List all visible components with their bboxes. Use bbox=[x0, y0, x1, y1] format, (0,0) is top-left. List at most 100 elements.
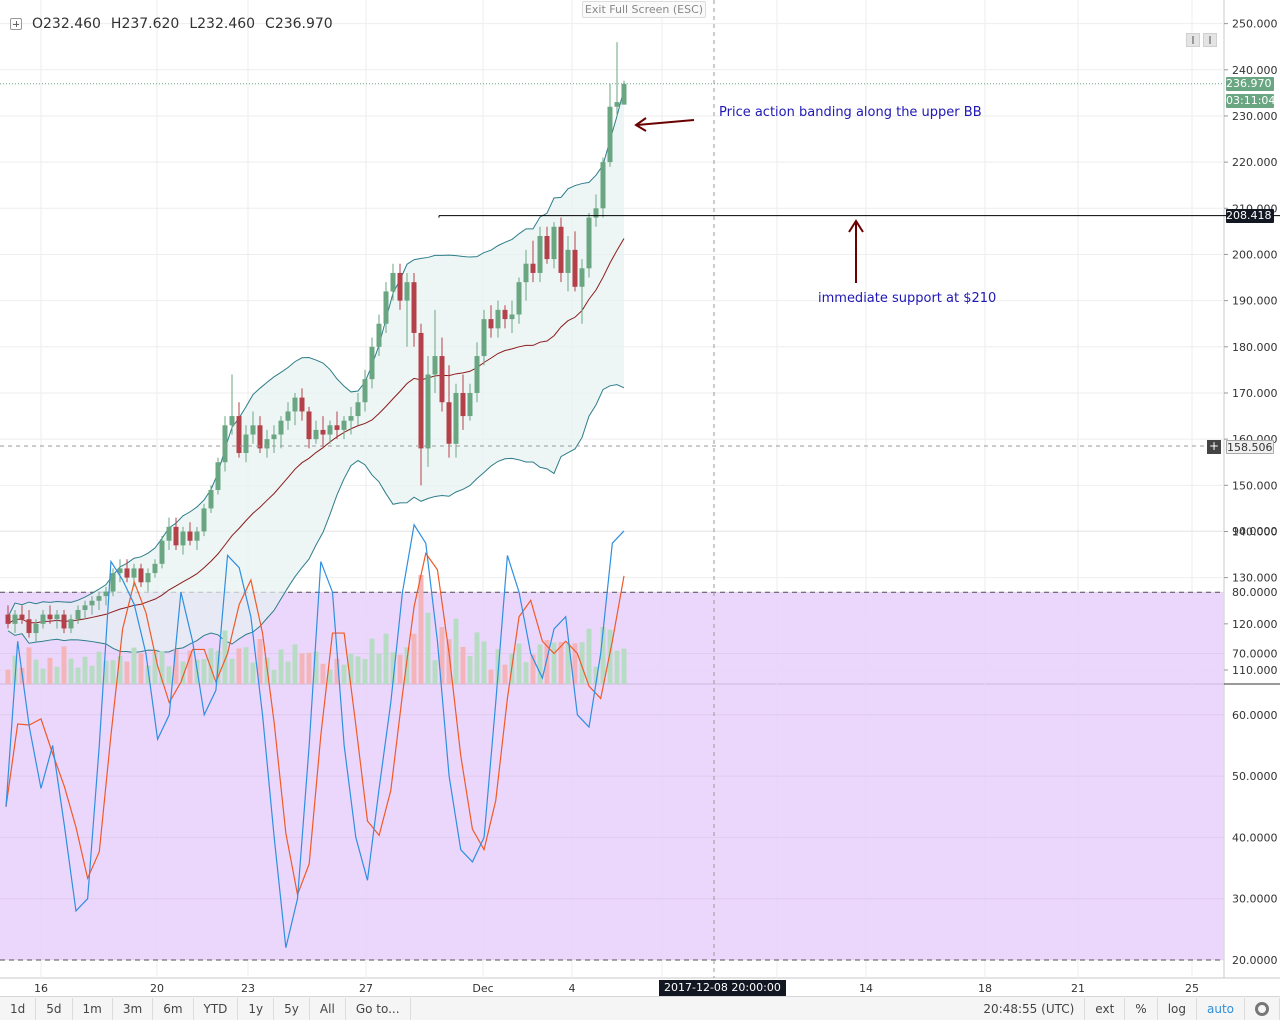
annotation-support[interactable]: immediate support at $210 bbox=[818, 291, 997, 306]
range-6m-button[interactable]: 6m bbox=[153, 997, 194, 1020]
osc-tick-label: 60.0000 bbox=[1232, 709, 1278, 722]
add-plus-icon[interactable]: + bbox=[1207, 439, 1221, 454]
candle-body bbox=[33, 623, 39, 634]
volume-bar bbox=[89, 665, 95, 684]
volume-bar bbox=[40, 668, 46, 684]
volume-bar bbox=[362, 659, 368, 684]
candle-body bbox=[47, 614, 53, 620]
candle-body bbox=[544, 236, 550, 260]
volume-bar bbox=[96, 651, 102, 684]
time-tick-label: 4 bbox=[569, 982, 576, 995]
volume-bar bbox=[474, 632, 480, 684]
auto-button[interactable]: auto bbox=[1197, 997, 1245, 1020]
range-all-button[interactable]: All bbox=[310, 997, 346, 1020]
time-tick-label: 21 bbox=[1071, 982, 1085, 995]
utc-clock: 20:48:55 (UTC) bbox=[973, 997, 1086, 1020]
price-tick-label: 120.000 bbox=[1232, 618, 1278, 631]
volume-bar bbox=[12, 655, 18, 684]
candle-body bbox=[145, 573, 151, 583]
volume-bar bbox=[369, 638, 375, 684]
volume-bar bbox=[355, 656, 361, 684]
candle-body bbox=[383, 291, 389, 324]
candle-body bbox=[208, 489, 214, 509]
time-tick-label: 20 bbox=[150, 982, 164, 995]
candle-body bbox=[607, 106, 613, 163]
ohlc-open: O232.460 bbox=[32, 16, 101, 32]
price-tick-label: 220.000 bbox=[1232, 156, 1278, 169]
candle-body bbox=[75, 609, 81, 620]
annotation-upper-bb[interactable]: Price action banding along the upper BB bbox=[719, 105, 982, 120]
candle-body bbox=[530, 263, 536, 273]
candle-body bbox=[313, 429, 319, 440]
candle-body bbox=[194, 531, 200, 541]
log-button[interactable]: log bbox=[1158, 997, 1197, 1020]
goto-button[interactable]: Go to... bbox=[346, 997, 411, 1020]
candle-body bbox=[40, 614, 46, 624]
candle-body bbox=[61, 614, 67, 629]
candle-body bbox=[495, 309, 501, 329]
bollinger-basis bbox=[7, 238, 625, 625]
candle-body bbox=[292, 397, 298, 412]
candle-body bbox=[572, 249, 578, 287]
candle-body bbox=[215, 462, 221, 490]
candle-body bbox=[481, 319, 487, 357]
volume-bar bbox=[292, 644, 298, 684]
candle-body bbox=[278, 420, 284, 435]
candle-body bbox=[425, 374, 431, 449]
range-1d-button[interactable]: 1d bbox=[0, 997, 37, 1020]
candle-body bbox=[369, 346, 375, 380]
chart-tool-icon[interactable] bbox=[1203, 33, 1217, 47]
volume-bar bbox=[54, 666, 60, 684]
candle-body bbox=[131, 568, 137, 578]
candle-body bbox=[299, 397, 305, 412]
volume-bar bbox=[187, 650, 193, 684]
candle-body bbox=[12, 614, 18, 624]
time-tick-label: 18 bbox=[978, 982, 992, 995]
chart-canvas[interactable]: 250.000240.000230.000220.000210.000200.0… bbox=[0, 0, 1280, 996]
volume-bar bbox=[348, 653, 354, 684]
volume-bar bbox=[425, 612, 431, 684]
legend-toggle-icon[interactable] bbox=[10, 18, 22, 30]
candle-body bbox=[82, 605, 88, 610]
range-3m-button[interactable]: 3m bbox=[113, 997, 154, 1020]
candle-body bbox=[355, 402, 361, 417]
candle-body bbox=[586, 217, 592, 269]
candle-body bbox=[166, 526, 172, 541]
settings-button[interactable] bbox=[1245, 997, 1280, 1020]
candle-body bbox=[537, 236, 543, 273]
percent-button[interactable]: % bbox=[1125, 997, 1158, 1020]
candle-body bbox=[341, 420, 347, 430]
bollinger-lower bbox=[7, 384, 625, 653]
stoch-k-line bbox=[5, 523, 625, 948]
candle-body bbox=[600, 162, 606, 209]
bollinger-fill bbox=[8, 89, 624, 653]
candle-body bbox=[320, 429, 326, 435]
range-5d-button[interactable]: 5d bbox=[36, 997, 73, 1020]
candle-body bbox=[271, 434, 277, 440]
ext-button[interactable]: ext bbox=[1085, 997, 1126, 1020]
candle-body bbox=[250, 425, 256, 435]
volume-bar bbox=[551, 642, 557, 684]
candle-body bbox=[404, 282, 410, 301]
candle-body bbox=[89, 600, 95, 606]
range-5y-button[interactable]: 5y bbox=[274, 997, 310, 1020]
candle-body bbox=[201, 508, 207, 532]
candle-body bbox=[460, 392, 466, 417]
candle-body bbox=[173, 526, 179, 546]
volume-bar bbox=[411, 633, 417, 684]
exit-fullscreen-button[interactable]: Exit Full Screen (ESC) bbox=[582, 1, 706, 18]
range-1m-button[interactable]: 1m bbox=[73, 997, 113, 1020]
chart-tool-icon[interactable] bbox=[1186, 33, 1200, 47]
candle-body bbox=[432, 356, 438, 375]
volume-bar bbox=[47, 657, 53, 684]
volume-bar bbox=[593, 666, 599, 684]
candle-body bbox=[509, 314, 515, 320]
range-1y-button[interactable]: 1y bbox=[238, 997, 275, 1020]
candle-body bbox=[96, 596, 102, 601]
volume-bar bbox=[390, 652, 396, 684]
range-ytd-button[interactable]: YTD bbox=[194, 997, 239, 1020]
volume-bar bbox=[488, 669, 494, 684]
volume-bar bbox=[250, 662, 256, 684]
osc-tick-label: 50.0000 bbox=[1232, 770, 1278, 783]
volume-bar bbox=[446, 639, 452, 684]
